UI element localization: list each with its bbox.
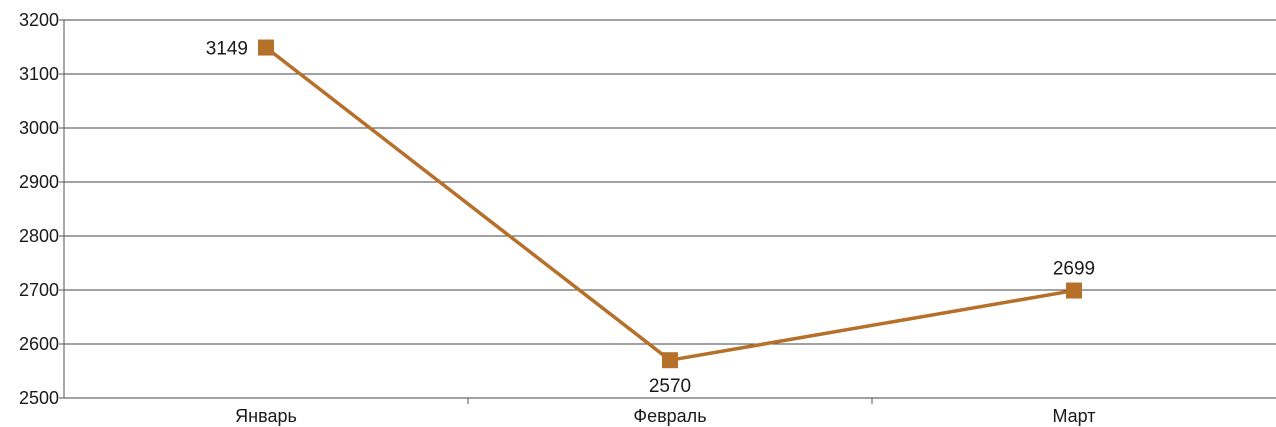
y-tick-label: 3200 <box>19 10 59 30</box>
series-markers <box>258 39 1082 369</box>
axes <box>59 19 873 404</box>
data-point-marker <box>662 352 678 369</box>
x-tick-label: Январь <box>235 406 297 426</box>
y-tick-label: 2800 <box>19 226 59 246</box>
y-tick-label: 2700 <box>19 280 59 300</box>
gridlines <box>64 19 1276 399</box>
y-tick-label: 2500 <box>19 388 59 408</box>
series-line-path <box>264 46 1075 362</box>
y-tick-labels: 2500 2600 2700 2800 2900 3000 3100 3200 <box>19 10 59 408</box>
data-label: 3149 <box>206 39 248 60</box>
data-point-marker <box>258 39 274 56</box>
y-tick-label: 2600 <box>19 334 59 354</box>
x-tick-label: Март <box>1052 406 1095 426</box>
x-tick-label: Февраль <box>633 406 706 426</box>
y-tick-label: 3100 <box>19 64 59 84</box>
data-label: 2699 <box>1053 259 1095 280</box>
y-tick-label: 3000 <box>19 118 59 138</box>
y-tick-label: 2900 <box>19 172 59 192</box>
data-point-marker <box>1066 282 1082 299</box>
data-labels: 3149 2570 2699 <box>206 39 1095 398</box>
x-tick-labels: Январь Февраль Март <box>235 406 1095 426</box>
series-line <box>264 46 1075 362</box>
data-label: 2570 <box>649 376 691 397</box>
